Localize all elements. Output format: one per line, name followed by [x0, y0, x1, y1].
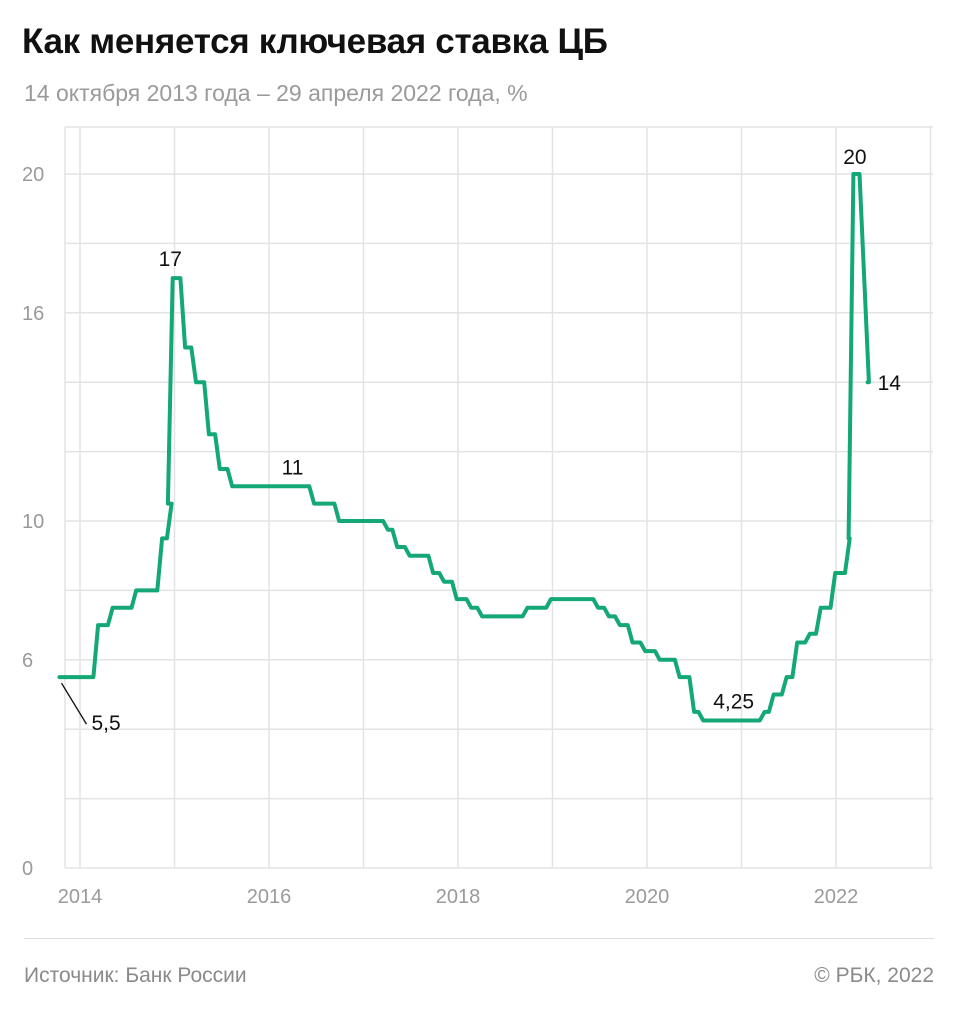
x-tick-label: 2014 — [58, 886, 103, 908]
y-tick-label: 6 — [22, 650, 33, 672]
x-tick-label: 2022 — [814, 886, 859, 908]
x-tick-label: 2020 — [625, 886, 670, 908]
chart-title: Как меняется ключевая ставка ЦБ — [22, 22, 608, 61]
data-label: 17 — [159, 248, 182, 271]
data-label: 4,25 — [713, 691, 754, 714]
y-tick-label: 10 — [22, 511, 44, 533]
annotation-leader-line — [60, 682, 88, 725]
y-tick-label: 16 — [22, 303, 44, 325]
data-label: 14 — [878, 372, 902, 395]
y-tick-label: 20 — [22, 164, 44, 186]
source-label: Источник: Банк России — [24, 964, 247, 987]
x-tick-label: 2016 — [247, 886, 292, 908]
data-label: 11 — [282, 456, 304, 479]
y-tick-label: 0 — [22, 858, 33, 880]
rate-line — [57, 172, 871, 723]
axis-ticks: 0 6 10 16 20 2014 2016 2018 2020 2022 — [22, 164, 858, 908]
x-tick-label: 2018 — [436, 886, 481, 908]
annotations: 5,5 17 11 4,25 20 14 — [60, 146, 902, 735]
data-label: 5,5 — [91, 712, 120, 735]
footer-divider — [24, 938, 934, 939]
grid — [64, 126, 933, 869]
series — [57, 172, 871, 723]
copyright-label: © РБК, 2022 — [814, 964, 934, 987]
data-label: 20 — [843, 146, 866, 169]
chart-subtitle: 14 октября 2013 года – 29 апреля 2022 го… — [24, 80, 528, 106]
